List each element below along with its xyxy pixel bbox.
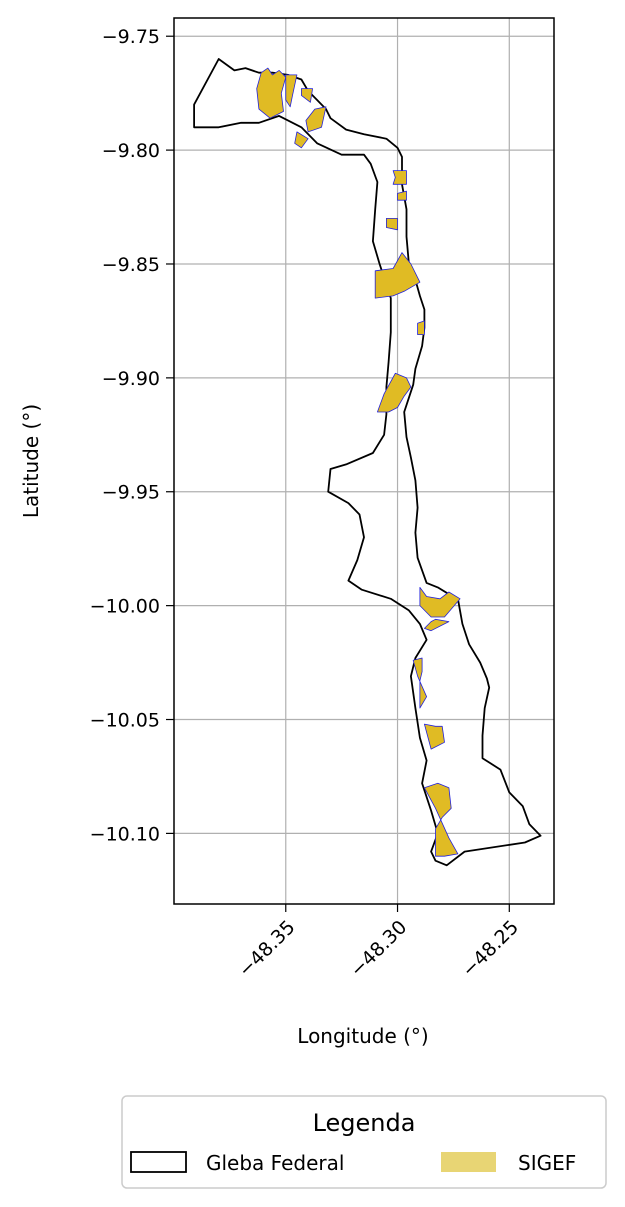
y-tick-label: −9.90 [102, 368, 160, 390]
sigef-parcel [301, 89, 312, 103]
x-tick-label: −48.35 [234, 916, 299, 981]
sigef-parcel [393, 171, 406, 185]
legend-label-sigef: SIGEF [518, 1151, 576, 1175]
sigef-parcel [386, 218, 397, 229]
y-tick-label: −9.80 [102, 140, 160, 162]
plot-area [174, 18, 554, 904]
y-tick-label: −10.00 [90, 596, 160, 618]
sigef-parcel [424, 619, 449, 630]
x-tick-label: −48.25 [458, 916, 523, 981]
y-tick-label: −9.95 [102, 482, 160, 504]
y-axis-ticks: −9.75 −9.80 −9.85 −9.90 −9.95 −10.00 −10.05 −10… [90, 26, 174, 845]
y-tick-label: −9.75 [102, 26, 160, 48]
y-tick-label: −9.85 [102, 254, 160, 276]
sigef-parcel [306, 107, 326, 132]
sigef-parcel [418, 321, 425, 335]
sigef-parcel [424, 783, 458, 856]
sigef-parcel [420, 587, 460, 617]
sigef-layer [257, 68, 460, 856]
x-axis-label: Longitude (°) [297, 1024, 428, 1048]
legend-swatch-sigef [441, 1152, 496, 1172]
sigef-parcel [398, 191, 407, 200]
legend-title: Legenda [313, 1109, 416, 1137]
legend-label-gleba: Gleba Federal [206, 1151, 344, 1175]
sigef-parcel [257, 68, 286, 118]
y-tick-label: −10.05 [90, 710, 160, 732]
sigef-parcel [295, 132, 308, 148]
sigef-parcel [286, 75, 297, 107]
gleba-federal-layer [194, 59, 540, 865]
gleba-federal-boundary [194, 59, 540, 865]
plot-frame [174, 18, 554, 904]
x-tick-label: −48.30 [346, 916, 411, 981]
grid-lines [174, 18, 554, 904]
y-tick-label: −10.10 [90, 823, 160, 845]
y-axis-label: Latitude (°) [19, 404, 43, 518]
sigef-parcel [424, 724, 444, 749]
x-axis-ticks: −48.35 −48.30 −48.25 [234, 904, 523, 982]
legend: Legenda Gleba Federal SIGEF [122, 1096, 606, 1188]
